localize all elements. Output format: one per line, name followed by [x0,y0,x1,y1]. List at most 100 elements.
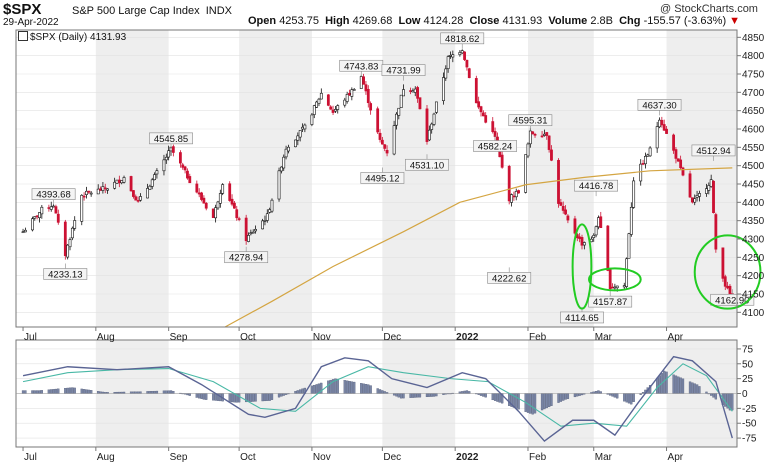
candle-body [197,192,201,195]
macd-histogram-bar [68,387,72,394]
macd-histogram-bar [66,387,69,394]
macd-histogram-bar [616,393,619,399]
candle-body [21,231,25,234]
macd-histogram-bar [350,381,353,394]
price-month-label: 2022 [456,332,479,343]
macd-histogram-bar [674,375,678,394]
candle-body [63,221,67,257]
macd-tick-label: -50 [742,419,757,430]
candle-body [627,233,631,259]
candle-body [397,107,401,116]
candle-body [279,166,283,172]
macd-histogram-bar [672,374,675,394]
candle-body [52,205,55,208]
candle-body [228,183,232,201]
macd-histogram-bar [578,393,581,396]
candle-body [646,154,650,157]
macd-histogram-bar [712,393,715,398]
macd-tick-label: 50 [742,359,754,370]
candle-body [578,236,582,239]
macd-histogram-bar [463,390,466,394]
candle-body [254,228,257,232]
macd-histogram-bar [695,384,699,394]
candle-body [312,105,316,115]
macd-histogram-bar [277,393,281,398]
macd-month-label: Oct [240,452,256,463]
annotation-label: 4278.94 [229,253,263,264]
macd-histogram-bar [162,390,166,394]
price-tick-label: 4650 [742,106,765,117]
candle-body [580,237,584,246]
candle-body [211,208,215,218]
candle-body [122,177,126,183]
annotation-box [560,311,604,324]
macd-histogram-bar [329,379,332,394]
annotation-box [710,293,755,306]
price-month-label: Dec [383,332,401,343]
candle-body [350,89,354,97]
candle-body [531,131,535,135]
candle-body [362,76,365,85]
macd-tick-label: -25 [742,404,757,415]
macd-histogram-bar [21,390,25,394]
candle-body [117,179,121,184]
price-tick-label: 4500 [742,161,765,172]
macd-histogram-bar [200,393,203,399]
macd-histogram-bar [677,376,680,394]
macd-month-label: Apr [668,452,684,463]
macd-histogram-bar [376,388,379,394]
macd-histogram-bar [301,388,304,394]
annotation-label: 4495.12 [365,173,399,184]
annotation-box [405,158,449,171]
candle-body [543,133,546,136]
macd-histogram-bar [498,393,501,403]
candle-body [458,52,462,56]
candle-body [294,139,297,148]
macd-histogram-bar [425,393,429,398]
price-tick-label: 4800 [742,51,765,62]
candle-body [383,144,387,149]
candle-body [82,195,86,198]
macd-histogram-bar [529,393,532,414]
macd-histogram-bar [198,393,201,399]
macd-histogram-bar [688,381,692,394]
candle-body [392,125,396,155]
candle-body [352,89,356,91]
macd-month-label: Sep [170,452,188,463]
macd-histogram-bar [230,393,234,403]
price-tick-label: 4600 [742,125,765,136]
macd-month-label: Dec [383,452,401,463]
candle-body [33,216,37,219]
candle-body [106,188,109,191]
macd-histogram-bar [296,390,299,394]
price-month-label: Sep [170,332,188,343]
macd-histogram-bar [562,393,565,401]
candle-body [380,139,384,145]
macd-histogram-bar [531,393,534,415]
macd-histogram-bar [576,393,579,397]
macd-histogram-bar [479,393,483,396]
candle-body [446,56,450,69]
candle-body [444,68,448,79]
annotation-label: 4637.30 [642,100,676,111]
candle-body [148,185,152,190]
chart-date: 29-Apr-2022 [3,17,59,28]
annotation-label: 4157.87 [593,297,627,308]
candle-body [244,217,248,242]
macd-histogram-bar [71,387,74,394]
candle-body [66,244,70,258]
candle-body [247,235,250,242]
annotation-box [574,179,618,192]
high-label: High [325,15,350,27]
annotation-label: 4222.62 [492,273,526,284]
candle-body [47,207,51,209]
candle-body [284,148,288,158]
macd-tick-label: 75 [742,344,754,355]
candle-body [707,185,711,191]
candle-body [679,159,683,169]
candle-body [606,225,610,271]
candle-body [167,150,171,158]
candle-body [481,112,485,117]
candle-body [672,134,675,151]
